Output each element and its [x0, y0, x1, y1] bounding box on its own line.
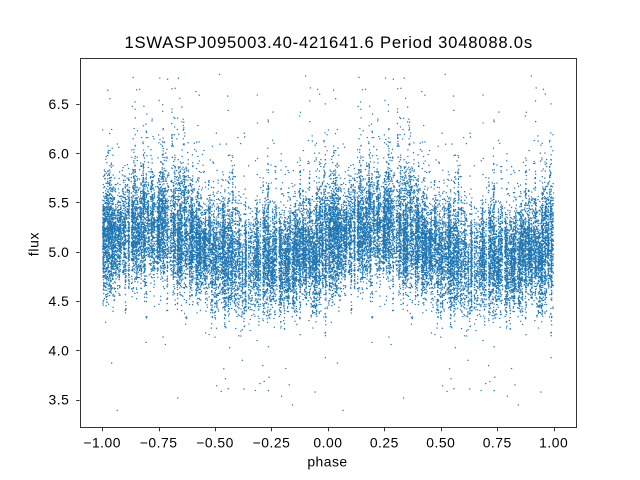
svg-text:−0.75: −0.75 — [140, 435, 178, 451]
svg-text:0.75: 0.75 — [483, 435, 512, 451]
svg-text:−1.00: −1.00 — [83, 435, 121, 451]
svg-text:3.5: 3.5 — [49, 392, 70, 408]
svg-text:1.00: 1.00 — [539, 435, 568, 451]
svg-text:phase: phase — [307, 454, 347, 470]
svg-text:6.0: 6.0 — [49, 145, 70, 161]
svg-text:6.5: 6.5 — [49, 96, 70, 112]
svg-text:5.5: 5.5 — [49, 195, 70, 211]
svg-text:−0.25: −0.25 — [253, 435, 291, 451]
svg-text:4.0: 4.0 — [49, 342, 70, 358]
svg-text:0.25: 0.25 — [370, 435, 399, 451]
svg-text:5.0: 5.0 — [49, 244, 70, 260]
svg-text:flux: flux — [26, 232, 42, 256]
svg-text:4.5: 4.5 — [49, 293, 70, 309]
svg-text:−0.50: −0.50 — [196, 435, 234, 451]
svg-text:1SWASPJ095003.40-421641.6 Peri: 1SWASPJ095003.40-421641.6 Period 3048088… — [124, 33, 532, 52]
svg-text:0.50: 0.50 — [426, 435, 455, 451]
svg-text:0.00: 0.00 — [313, 435, 342, 451]
